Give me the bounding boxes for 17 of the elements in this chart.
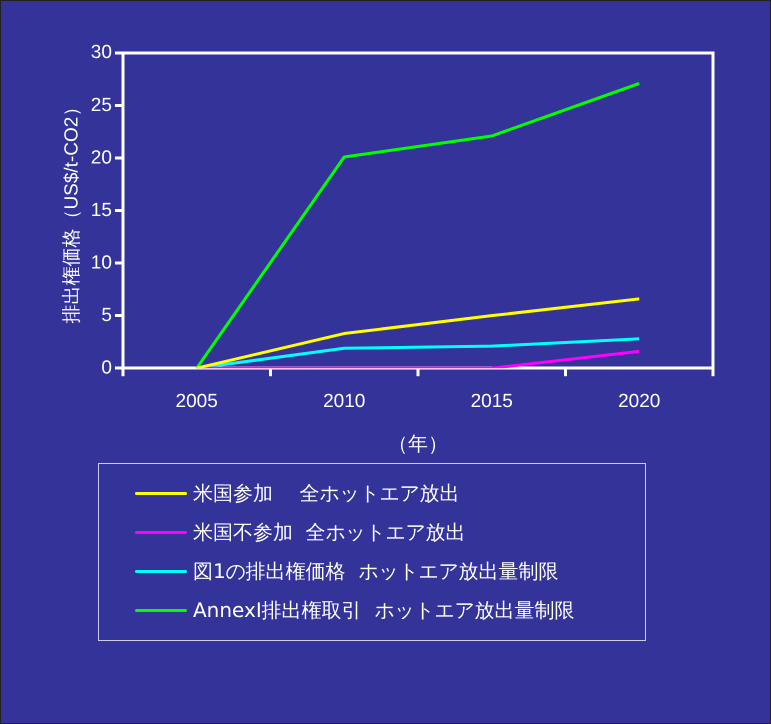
- legend-label: 図1の排出権価格 ホットエア放出量制限: [193, 558, 558, 585]
- x-tick-label: 2020: [618, 390, 660, 412]
- x-axis-title: （年）: [388, 434, 448, 456]
- legend-label: 米国不参加 全ホットエア放出: [193, 519, 466, 546]
- x-tick-label: 2005: [176, 390, 218, 412]
- y-tick-label: 20: [90, 147, 112, 168]
- y-tick-label: 25: [90, 94, 112, 116]
- y-tick-label: 5: [101, 304, 112, 326]
- y-tick-label: 15: [90, 200, 112, 221]
- legend-label: AnnexI排出権取引 ホットエア放出量制限: [193, 597, 574, 624]
- y-tick-label: 30: [90, 42, 112, 64]
- y-tick-label: 0: [101, 357, 112, 378]
- y-tick-label: 10: [90, 252, 112, 274]
- x-tick-label: 2015: [470, 390, 513, 412]
- x-tick-label: 2010: [323, 390, 366, 412]
- y-axis-title: 排出権価格（US$/t-CO2）: [62, 98, 83, 324]
- legend-label: 米国参加 全ホットエア放出: [193, 480, 460, 507]
